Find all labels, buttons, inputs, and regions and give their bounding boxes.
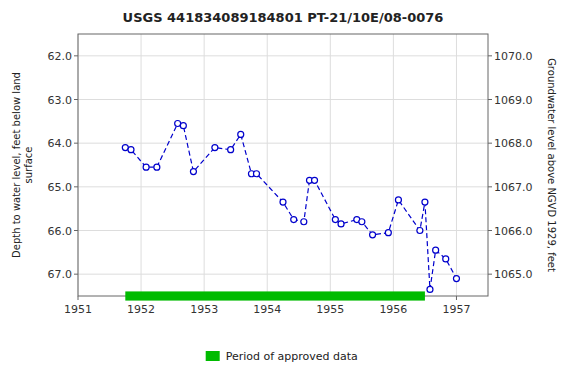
marker [228, 147, 234, 153]
legend-label: Period of approved data [226, 350, 358, 363]
marker [417, 228, 423, 234]
x-tick-label: 1956 [379, 303, 407, 316]
marker [312, 177, 318, 183]
marker [443, 256, 449, 262]
y-tick-label: 66.0 [48, 225, 73, 238]
approved-period-bar [125, 291, 425, 300]
marker [291, 217, 297, 223]
y-tick [74, 230, 78, 231]
marker [385, 230, 391, 236]
marker [180, 123, 186, 129]
marker [370, 232, 376, 238]
x-tick-label: 1954 [253, 303, 281, 316]
y2-tick [488, 186, 492, 187]
plot-frame [78, 34, 488, 296]
y-tick-label: 65.0 [48, 181, 73, 194]
y2-tick-label: 1065.0 [494, 268, 533, 281]
x-tick-label: 1953 [190, 303, 218, 316]
legend-swatch [206, 351, 220, 361]
y2-tick-label: 1068.0 [494, 137, 533, 150]
y2-tick-label: 1066.0 [494, 225, 533, 238]
marker [338, 221, 344, 227]
y2-tick [488, 55, 492, 56]
grid-line [393, 34, 394, 296]
x-tick-label: 1957 [442, 303, 470, 316]
marker [395, 197, 401, 203]
y-tick-label: 67.0 [48, 268, 73, 281]
marker [433, 247, 439, 253]
y2-axis: 1070.0 1069.0 1068.0 1067.0 1066.0 1065.0 [488, 50, 533, 281]
x-tick-label: 1952 [127, 303, 155, 316]
x-tick [456, 296, 457, 300]
marker [453, 276, 459, 282]
marker [154, 164, 160, 170]
grid-line [204, 34, 205, 296]
grid-line [330, 34, 331, 296]
marker [128, 147, 134, 153]
y2-tick-label: 1067.0 [494, 181, 533, 194]
grid [78, 34, 488, 296]
marker [427, 286, 433, 292]
chart: 1951 1952 1953 1954 1955 1956 1957 62.0 63.0 64.0… [0, 0, 576, 384]
line [125, 124, 456, 290]
title: USGS 441834089184801 PT-21/10E/08-0076 [123, 10, 444, 25]
marker [212, 145, 218, 151]
y-tick-label: 63.0 [48, 94, 73, 107]
y-axis-label-line: surface [23, 147, 34, 184]
marker [190, 169, 196, 175]
x-tick [78, 296, 79, 300]
y-axis-label: Depth to water level, feet below landsur… [11, 72, 34, 258]
y2-tick-label: 1069.0 [494, 94, 533, 107]
y2-tick [488, 230, 492, 231]
grid-line [78, 186, 488, 187]
marker [359, 219, 365, 225]
y-tick [74, 55, 78, 56]
y-tick [74, 143, 78, 144]
y2-tick-label: 1070.0 [494, 50, 533, 63]
x-tick-label: 1951 [64, 303, 92, 316]
marker [238, 131, 244, 137]
grid-line [78, 99, 488, 100]
plot-area [122, 121, 459, 293]
marker [332, 217, 338, 223]
y2-tick [488, 99, 492, 100]
grid-line [141, 34, 142, 296]
y-tick [74, 99, 78, 100]
legend: Period of approved data [206, 350, 358, 363]
marker [301, 219, 307, 225]
grid-line [78, 143, 488, 144]
grid-line [267, 34, 268, 296]
y2-tick [488, 274, 492, 275]
y-axis: 62.0 63.0 64.0 65.0 66.0 67.0 [48, 50, 79, 281]
grid-line [456, 34, 457, 296]
y-tick [74, 186, 78, 187]
y-tick [74, 274, 78, 275]
grid-line [78, 274, 488, 275]
grid-line [78, 55, 488, 56]
marker [422, 199, 428, 205]
y-tick-label: 64.0 [48, 137, 73, 150]
y2-tick [488, 143, 492, 144]
x-tick-label: 1955 [316, 303, 344, 316]
marker [254, 171, 260, 177]
y-axis-label-line: Depth to water level, feet below land [11, 72, 22, 258]
y2-axis-label: Groundwater level above NGVD 1929, feet [546, 58, 557, 272]
marker [143, 164, 149, 170]
marker [280, 199, 286, 205]
y-tick-label: 62.0 [48, 50, 73, 63]
